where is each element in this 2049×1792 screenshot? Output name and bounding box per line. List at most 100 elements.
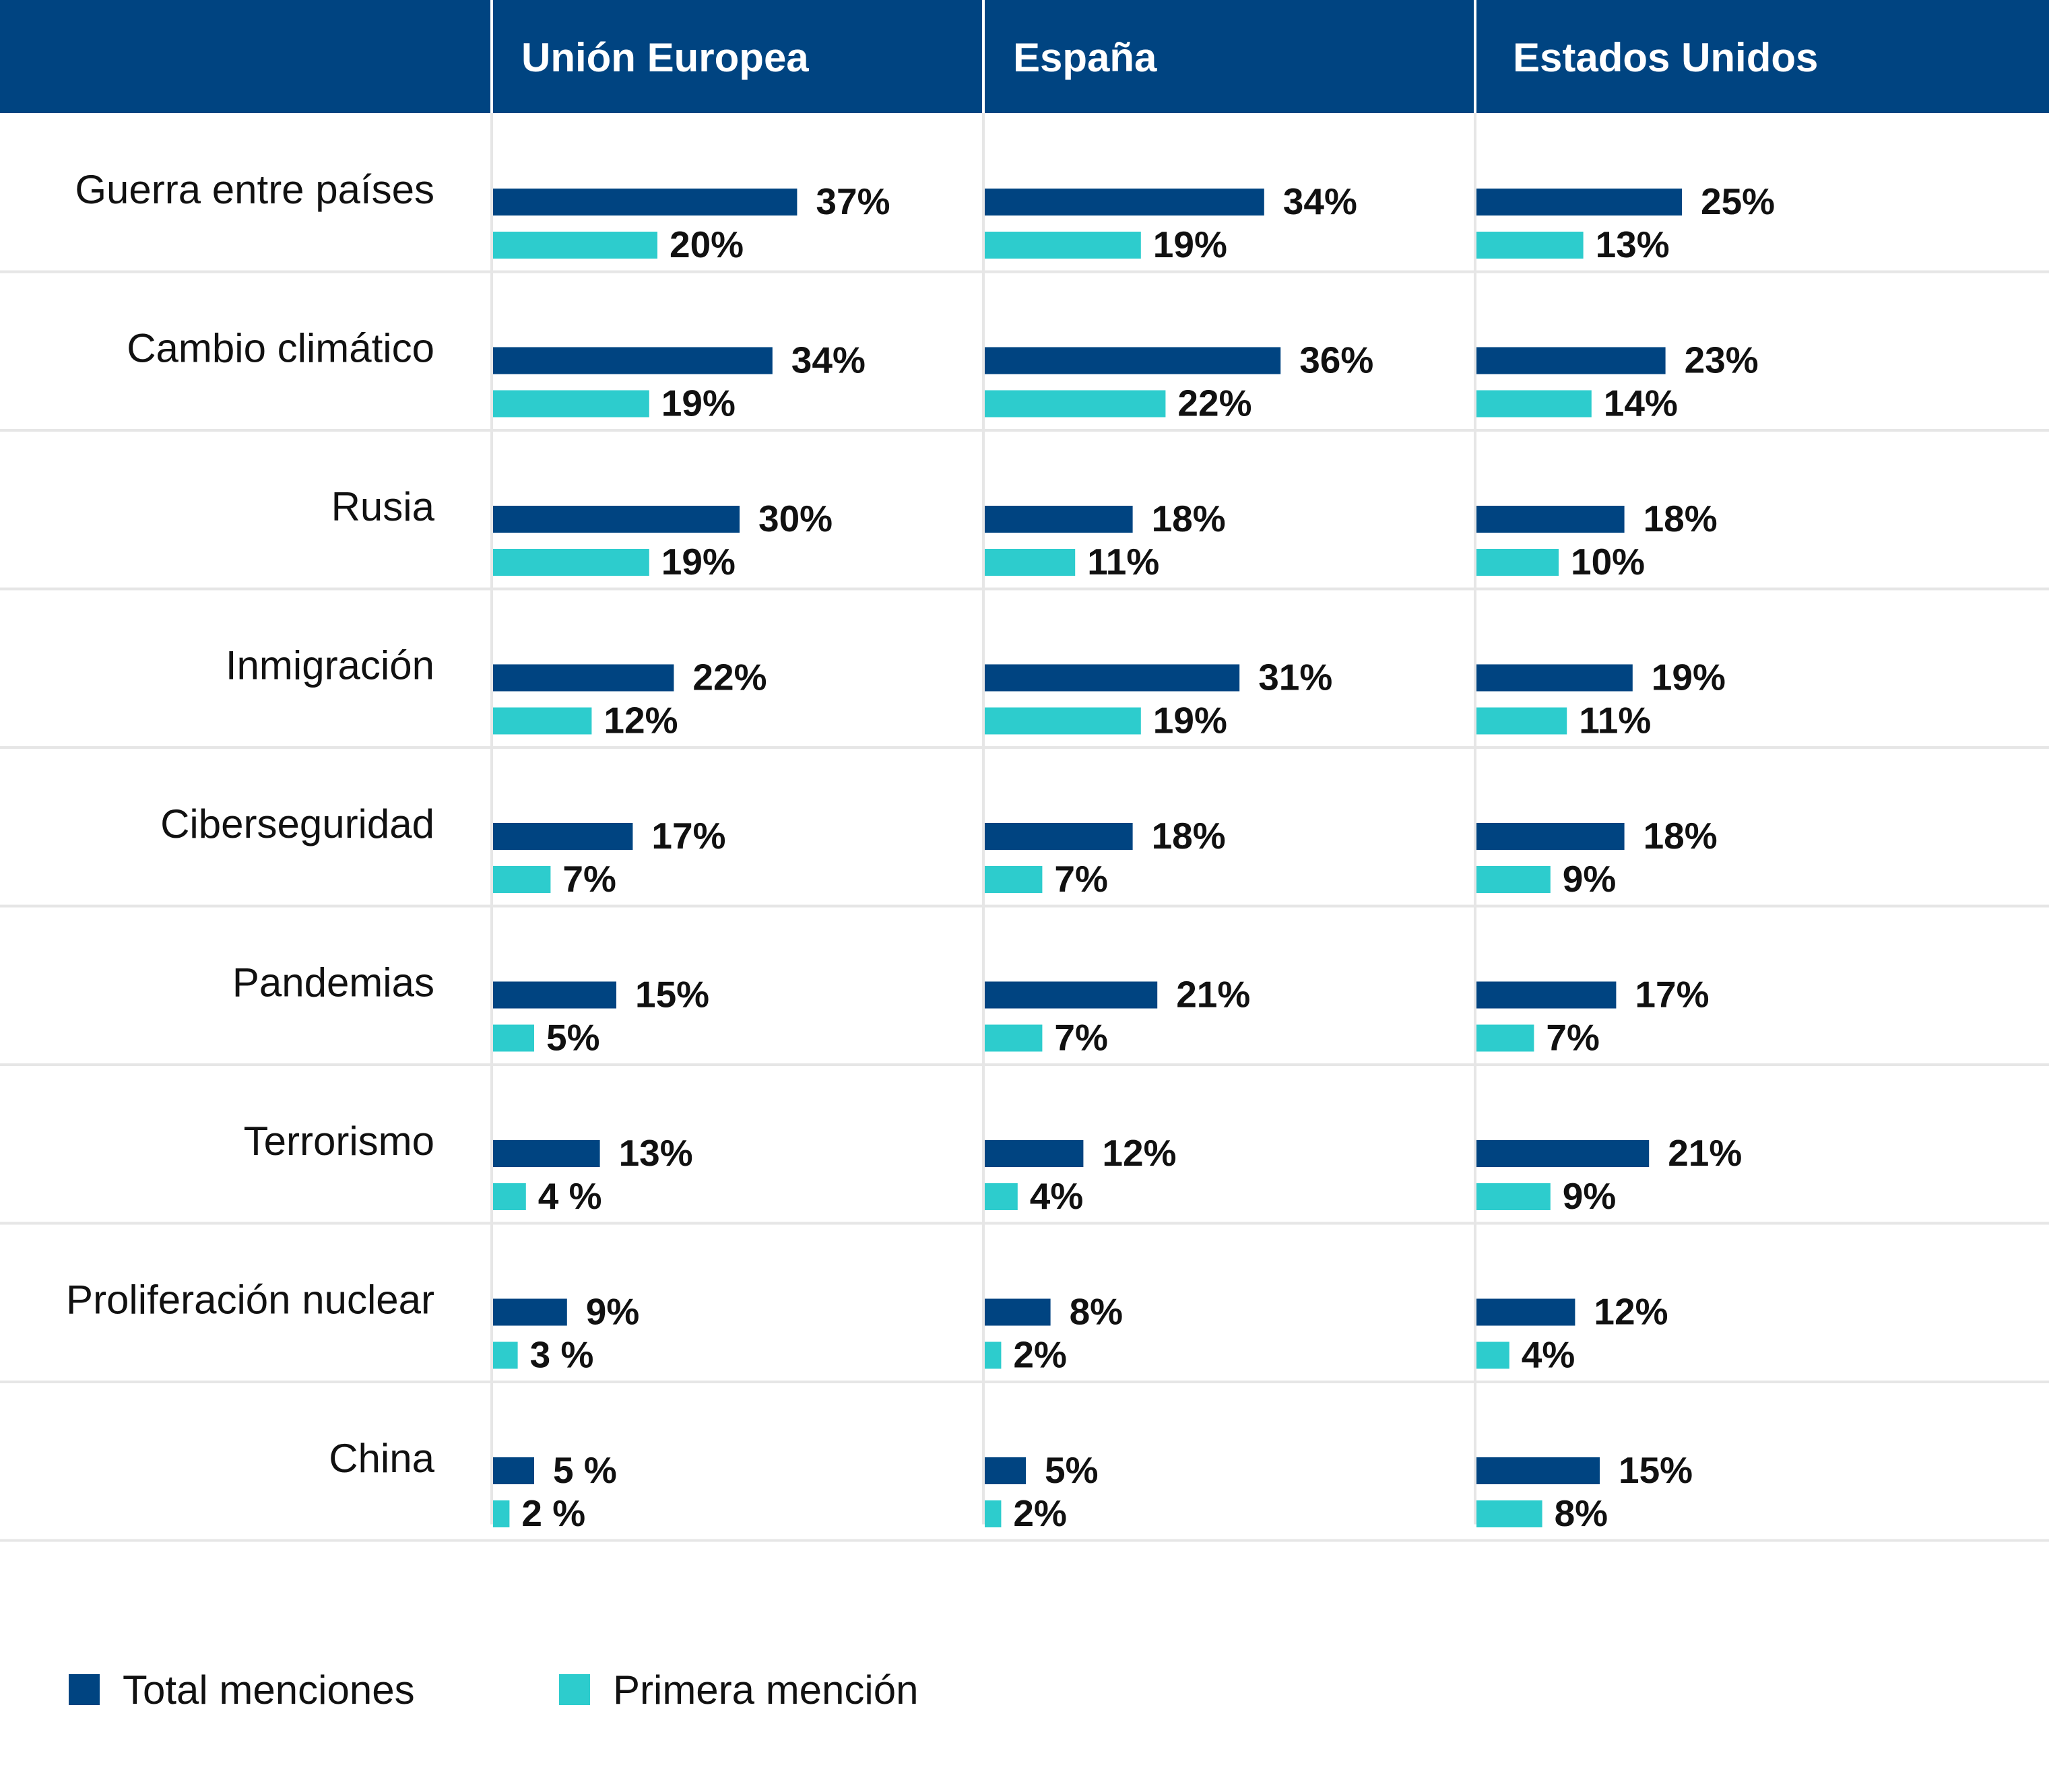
category-label: Terrorismo: [244, 1119, 434, 1164]
category-label: Pandemias: [232, 960, 434, 1005]
value-label-first-mention: 4 %: [538, 1175, 602, 1217]
bar-first-mention: [985, 390, 1166, 418]
bar-first-mention: [493, 1024, 534, 1052]
legend-label-first-mention: Primera mención: [613, 1667, 919, 1713]
value-label-first-mention: 13%: [1596, 224, 1670, 265]
header-divider-1: [982, 0, 985, 113]
column-divider-2: [1474, 113, 1476, 1525]
row-divider-5: [0, 1063, 2049, 1066]
bar-first-mention: [1476, 866, 1551, 893]
bar-first-mention: [985, 549, 1076, 576]
column-header-1: Unión Europea: [521, 35, 809, 80]
value-label-total: 23%: [1685, 339, 1759, 381]
bar-first-mention: [493, 707, 592, 735]
row-divider-4: [0, 904, 2049, 908]
row-divider-8: [0, 1539, 2049, 1542]
row-divider-2: [0, 587, 2049, 591]
bar-total: [985, 981, 1158, 1009]
value-label-first-mention: 5%: [546, 1017, 600, 1059]
bar-total: [1476, 189, 1682, 215]
category-label: Proliferación nuclear: [66, 1277, 434, 1322]
row-divider-1: [0, 429, 2049, 432]
value-label-total: 21%: [1176, 974, 1250, 1016]
bar-total: [493, 1298, 567, 1326]
bar-first-mention: [1476, 232, 1584, 259]
bar-first-mention: [493, 1183, 526, 1210]
value-label-total: 30%: [758, 498, 833, 539]
bar-first-mention: [985, 866, 1043, 893]
legend-label-total: Total menciones: [123, 1667, 415, 1713]
value-label-first-mention: 19%: [1153, 224, 1227, 265]
bar-total: [493, 1140, 600, 1167]
value-label-total: 18%: [1152, 815, 1226, 857]
bar-first-mention: [493, 232, 657, 259]
header-divider-2: [1474, 0, 1476, 113]
value-label-first-mention: 4%: [1030, 1175, 1084, 1217]
bar-first-mention: [1476, 390, 1592, 418]
value-label-first-mention: 2%: [1013, 1334, 1067, 1376]
bar-total: [1476, 823, 1625, 850]
value-label-total: 18%: [1644, 815, 1718, 857]
category-label: Cambio climático: [127, 325, 434, 370]
bar-first-mention: [493, 1500, 510, 1527]
value-label-first-mention: 7%: [1546, 1017, 1600, 1059]
value-label-first-mention: 4%: [1522, 1334, 1575, 1376]
value-label-first-mention: 2%: [1013, 1492, 1067, 1534]
bar-first-mention: [985, 1500, 1002, 1527]
value-label-total: 12%: [1102, 1132, 1176, 1174]
bar-total: [493, 823, 633, 850]
bar-first-mention: [1476, 1183, 1551, 1210]
value-label-first-mention: 8%: [1555, 1492, 1608, 1534]
value-label-total: 13%: [619, 1132, 693, 1174]
value-label-total: 17%: [1635, 974, 1709, 1016]
header-band: [0, 0, 2049, 113]
bar-first-mention: [1476, 1341, 1509, 1369]
value-label-first-mention: 3 %: [530, 1334, 594, 1376]
value-label-total: 36%: [1299, 339, 1373, 381]
bar-total: [985, 189, 1264, 215]
value-label-first-mention: 9%: [1563, 858, 1617, 900]
bar-total: [493, 347, 773, 374]
bar-first-mention: [1476, 707, 1567, 735]
bar-first-mention: [985, 232, 1141, 259]
column-divider-0: [490, 113, 493, 1525]
bar-total: [985, 1457, 1026, 1484]
column-header-2: España: [1013, 35, 1157, 80]
value-label-total: 17%: [651, 815, 725, 857]
column-divider-1: [982, 113, 985, 1525]
value-label-first-mention: 10%: [1571, 541, 1645, 583]
bar-total: [985, 1140, 1084, 1167]
bar-total: [493, 1457, 534, 1484]
value-label-total: 21%: [1668, 1132, 1742, 1174]
value-label-total: 25%: [1701, 180, 1775, 222]
bar-first-mention: [493, 1341, 518, 1369]
bar-total: [985, 347, 1281, 374]
bar-total: [985, 823, 1133, 850]
row-divider-0: [0, 270, 2049, 273]
value-label-first-mention: 12%: [604, 700, 678, 741]
bar-total: [1476, 1298, 1575, 1326]
value-label-total: 5 %: [553, 1449, 617, 1491]
bar-total: [985, 506, 1133, 533]
bar-first-mention: [493, 866, 551, 893]
bar-total: [1476, 347, 1666, 374]
value-label-first-mention: 19%: [1153, 700, 1227, 741]
row-divider-7: [0, 1381, 2049, 1383]
value-label-first-mention: 7%: [1054, 1017, 1108, 1059]
value-label-total: 18%: [1644, 498, 1718, 539]
row-divider-3: [0, 746, 2049, 749]
bar-first-mention: [493, 390, 649, 418]
value-label-total: 19%: [1652, 657, 1726, 698]
value-label-total: 9%: [586, 1291, 640, 1333]
value-label-total: 15%: [635, 974, 709, 1016]
value-label-first-mention: 9%: [1563, 1175, 1617, 1217]
value-label-first-mention: 19%: [661, 541, 736, 583]
category-label: Rusia: [331, 484, 435, 529]
value-label-total: 34%: [791, 339, 866, 381]
value-label-first-mention: 20%: [670, 224, 744, 265]
bar-total: [493, 981, 616, 1009]
value-label-total: 31%: [1258, 657, 1332, 698]
row-divider-6: [0, 1222, 2049, 1225]
